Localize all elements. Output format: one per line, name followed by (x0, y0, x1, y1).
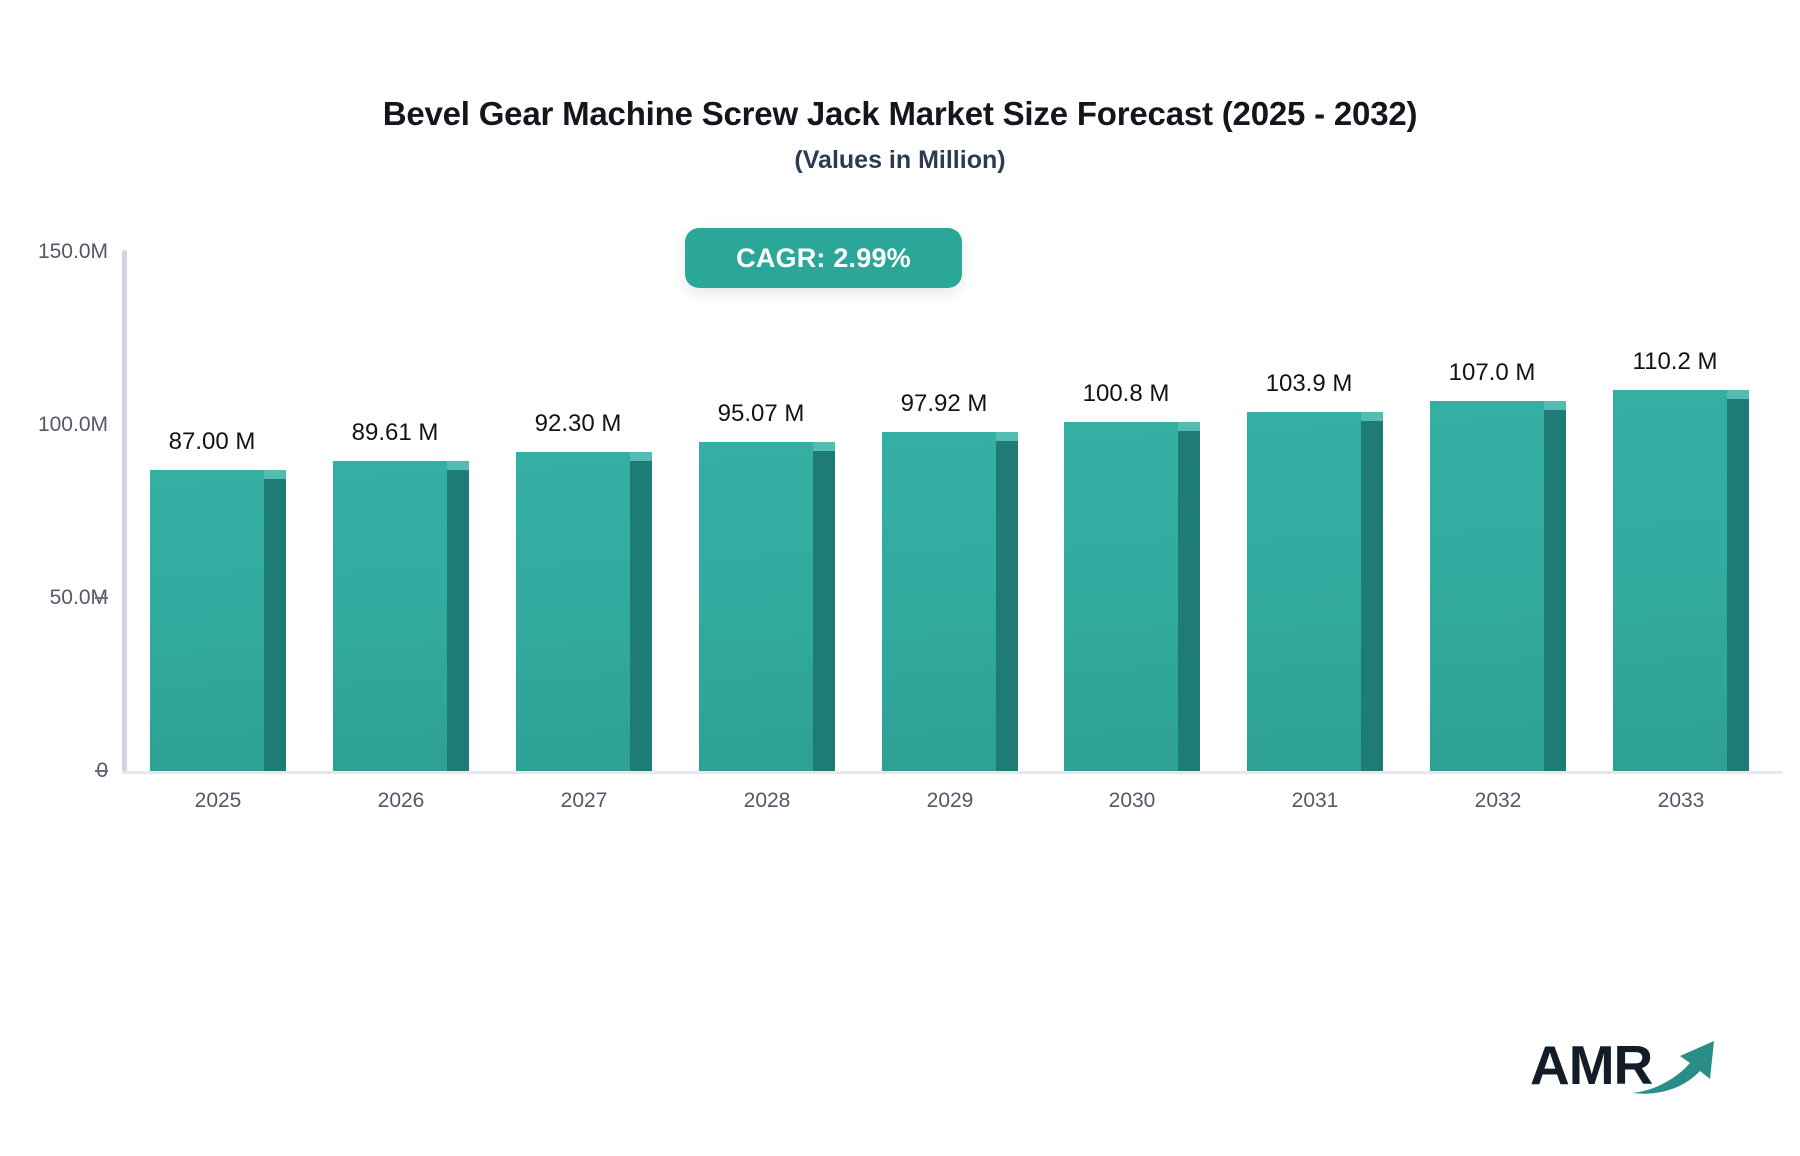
bar-side-face (996, 441, 1018, 771)
bar-column[interactable] (1247, 412, 1383, 771)
bar-front-face (1430, 401, 1544, 771)
bar-side-face (1178, 431, 1200, 771)
bar-side-face (813, 451, 835, 771)
bar-value-label: 87.00 M (168, 428, 256, 455)
bar-side-face (630, 461, 652, 771)
bar-side-face (447, 470, 469, 771)
bar-value-label: 95.07 M (717, 400, 805, 427)
bar-top-face (1178, 422, 1200, 431)
x-axis-tick-label: 2026 (377, 789, 425, 812)
bar-value-label: 89.61 M (351, 419, 439, 446)
bar-front-face (1247, 412, 1361, 771)
amr-logo-text: AMR (1530, 1034, 1653, 1096)
y-axis-tick-label: 150.0M (37, 240, 108, 263)
bar-value-label: 100.8 M (1082, 380, 1170, 407)
bar-value-label: 103.9 M (1265, 370, 1353, 397)
chart-subtitle: (Values in Million) (794, 146, 1006, 174)
growth-arrow-icon (1632, 1041, 1714, 1094)
bar-column[interactable] (1430, 401, 1566, 771)
y-axis-line (122, 250, 127, 773)
bar-value-label: 110.2 M (1632, 348, 1718, 375)
bar-column[interactable] (699, 442, 835, 771)
bar-top-face (813, 442, 835, 451)
bar-value-label: 107.0 M (1448, 359, 1536, 386)
x-axis-tick-label: 2032 (1474, 789, 1522, 812)
bar-top-face (264, 470, 286, 479)
bar-column[interactable] (1613, 390, 1749, 771)
y-axis-tick-label: 100.0M (37, 413, 108, 436)
bar-column[interactable] (516, 452, 652, 771)
bar-side-face (1544, 410, 1566, 771)
y-axis-tick-label: 50.0M (49, 586, 108, 609)
bar-column[interactable] (882, 432, 1018, 771)
bar-top-face (447, 461, 469, 470)
bar-front-face (1613, 390, 1727, 771)
bar-value-label: 92.30 M (534, 410, 622, 437)
bar-top-face (1727, 390, 1749, 399)
bar-value-label: 97.92 M (900, 390, 988, 417)
bar-top-face (1544, 401, 1566, 410)
bar-side-face (1361, 421, 1383, 771)
x-axis-tick-label: 2030 (1108, 789, 1156, 812)
bar-front-face (882, 432, 996, 771)
x-axis-tick-label: 2029 (926, 789, 974, 812)
bar-front-face (1064, 422, 1178, 771)
bar-front-face (333, 461, 447, 771)
x-axis-tick-label: 2025 (194, 789, 242, 812)
bar-front-face (699, 442, 813, 771)
x-axis-tick-label: 2028 (743, 789, 791, 812)
bar-column[interactable] (333, 461, 469, 771)
bar-front-face (150, 470, 264, 771)
cagr-badge: CAGR: 2.99% (685, 228, 962, 288)
y-axis-tick-mark (95, 770, 108, 772)
cagr-badge-label: CAGR: 2.99% (736, 242, 911, 273)
bar-top-face (630, 452, 652, 461)
bar-top-face (1361, 412, 1383, 421)
x-axis-line (122, 771, 1782, 774)
bar-front-face (516, 452, 630, 771)
bar-column[interactable] (150, 470, 286, 771)
x-axis-tick-label: 2027 (560, 789, 608, 812)
x-axis-tick-label: 2033 (1657, 789, 1705, 812)
y-axis-tick-mark (95, 597, 108, 599)
bar-side-face (264, 479, 286, 771)
bar-side-face (1727, 399, 1749, 771)
page-title: Bevel Gear Machine Screw Jack Market Siz… (382, 95, 1418, 132)
amr-logo: AMR (1530, 1035, 1715, 1105)
bar-column[interactable] (1064, 422, 1200, 771)
bar-top-face (996, 432, 1018, 441)
y-axis-tick-label: 0 (8, 759, 108, 783)
x-axis-tick-label: 2031 (1291, 789, 1339, 812)
